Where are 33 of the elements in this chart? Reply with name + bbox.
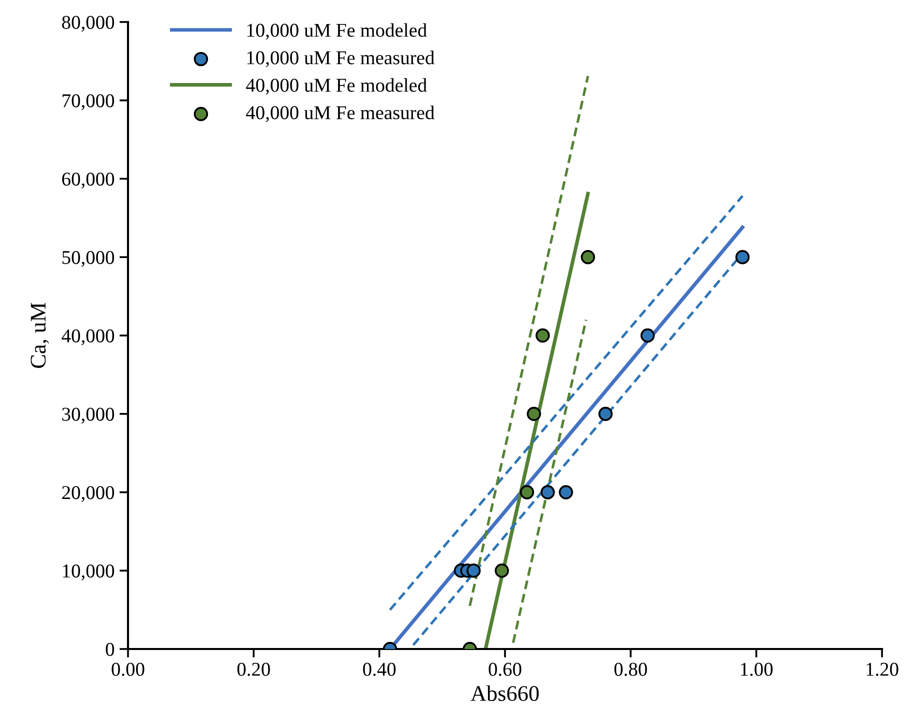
x-tick-label: 1.00 — [741, 662, 773, 676]
point — [536, 328, 550, 343]
y-tick-label: 20,000 — [62, 486, 114, 502]
point — [735, 250, 750, 264]
point — [580, 250, 596, 264]
x-tick-label: 0.20 — [237, 662, 270, 676]
point — [540, 485, 555, 500]
x-tick-label: 1.20 — [866, 662, 898, 676]
legend-label: 10,000 uM Fe measured — [247, 50, 434, 68]
x-tick-label: 0.80 — [614, 662, 647, 676]
point — [598, 406, 613, 421]
point — [494, 564, 509, 578]
x-tick-label: 0.60 — [488, 662, 522, 676]
legend-label: 10,000 uM Fe modeled — [247, 23, 427, 40]
y-axis-title: Ca, uM — [30, 302, 49, 368]
x-axis-title: Abs660 — [470, 685, 539, 702]
y-tick-label: 30,000 — [62, 408, 114, 424]
y-tick-label: 70,000 — [62, 94, 114, 110]
y-tick-label: 0 — [106, 642, 114, 656]
x-tick-label: 0.00 — [112, 662, 144, 676]
point — [558, 485, 574, 500]
point — [520, 485, 534, 500]
y-tick-label: 60,000 — [62, 172, 114, 188]
point — [640, 328, 655, 343]
y-tick-label: 10,000 — [63, 564, 114, 580]
y-tick-label: 50,000 — [62, 250, 114, 267]
point — [526, 406, 542, 421]
point — [466, 564, 481, 578]
x-tick-label: 0.40 — [363, 662, 396, 676]
legend-label: 40,000 uM Fe measured — [246, 106, 434, 122]
y-tick-label: 80,000 — [62, 16, 114, 32]
legend-label: 40,000 uM Fe modeled — [246, 78, 427, 95]
y-tick-label: 40,000 — [62, 329, 114, 346]
